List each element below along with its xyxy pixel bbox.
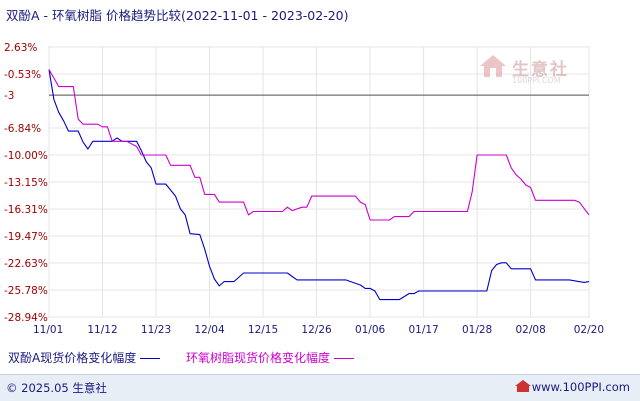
legend-item-bisphenol-a: 双酚A现货价格变化幅度: [8, 349, 161, 366]
series-line-bisphenol-a: [48, 69, 590, 301]
x-tick-label: 11/23: [141, 324, 171, 336]
y-tick-label: -22.63%: [4, 258, 48, 270]
y-tick-label: -28.94%: [4, 312, 48, 324]
x-tick-label: 02/08: [515, 324, 545, 336]
x-tick-label: 11/12: [87, 324, 117, 336]
x-tick-label: 12/15: [248, 324, 278, 336]
footer-link[interactable]: www.100PPI.com: [531, 380, 630, 394]
house-logo-icon: [480, 55, 506, 77]
watermark-name: 生意社: [512, 60, 569, 80]
legend-label: 环氧树脂现货价格变化幅度: [186, 351, 331, 365]
x-tick-label: 01/06: [355, 324, 386, 336]
y-tick-label: -25.78%: [4, 285, 48, 297]
x-tick-label: 12/04: [194, 324, 225, 336]
chart-title: 双酚A - 环氧树脂 价格趋势比较(2022-11-01 - 2023-02-2…: [6, 8, 349, 23]
y-tick-label: -3: [4, 90, 14, 102]
x-tick-label: 02/20: [574, 324, 604, 336]
y-tick-label: -6.84%: [4, 123, 41, 135]
watermark-url: 100PPI.COM: [512, 76, 561, 85]
legend-item-epoxy-resin: 环氧树脂现货价格变化幅度: [186, 349, 355, 366]
grid-lines: [48, 46, 590, 318]
copyright-text: © 2025.05 生意社: [6, 381, 107, 395]
y-tick-label: -10.00%: [4, 150, 48, 162]
y-tick-label: -19.47%: [4, 231, 48, 243]
y-tick-label: -0.53%: [4, 69, 41, 81]
x-tick-label: 11/01: [33, 324, 63, 336]
y-tick-label: -16.31%: [4, 204, 48, 216]
y-tick-label: 2.63%: [4, 42, 37, 54]
x-tick-label: 12/26: [301, 324, 332, 336]
series-line-epoxy-resin: [48, 69, 590, 221]
watermark-logo: 生意社 100PPI.COM: [478, 53, 567, 85]
line-chart: 2.63% -0.53% -3 -6.84% -10.00% -13.15% -16.31%…: [4, 42, 604, 336]
y-axis: 2.63% -0.53% -3 -6.84% -10.00% -13.15% -16.31%…: [4, 42, 48, 324]
legend-swatch: [140, 358, 161, 359]
legend-swatch: [334, 358, 355, 359]
footer-bar: © 2025.05 生意社 www.100PPI.com: [0, 374, 640, 401]
legend-label: 双酚A现货价格变化幅度: [8, 351, 137, 365]
x-tick-label: 01/28: [462, 324, 492, 336]
series-group: [48, 69, 590, 301]
legend: 双酚A现货价格变化幅度 环氧树脂现货价格变化幅度: [8, 349, 376, 366]
x-tick-label: 01/17: [408, 324, 438, 336]
y-tick-label: -13.15%: [4, 177, 48, 189]
house-logo-icon: [515, 380, 531, 392]
x-axis: 11/01 11/12 11/23 12/04 12/15 12/26 01/06 01/17…: [33, 324, 604, 336]
